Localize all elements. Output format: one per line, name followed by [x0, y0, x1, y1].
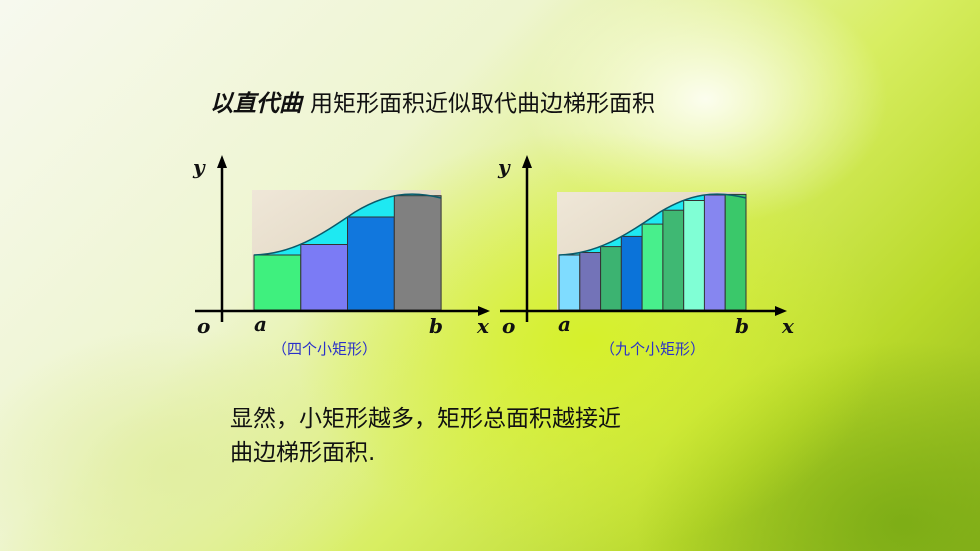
y-axis-arrow	[522, 155, 532, 168]
curve	[558, 193, 747, 256]
approximating-rectangle	[620, 235, 643, 311]
approximating-rectangle	[300, 244, 349, 311]
approximating-rectangle	[662, 209, 685, 311]
approximating-rectangle	[253, 254, 302, 311]
approximating-rectangle	[579, 252, 602, 311]
y-axis-label: y	[193, 155, 205, 179]
approximating-rectangle	[641, 223, 664, 311]
a-label: a	[558, 312, 571, 336]
approximating-rectangle	[600, 246, 622, 311]
y-axis-label: y	[498, 155, 510, 179]
approximating-rectangle	[683, 200, 705, 311]
approximating-rectangle	[703, 194, 726, 311]
diagram-four-rectangles	[195, 155, 490, 322]
caption-four: （四个小矩形）	[272, 340, 378, 358]
slide-title: 以直代曲 用矩形面积近似取代曲边梯形面积	[210, 84, 655, 118]
x-axis-label: x	[782, 314, 794, 338]
approximating-rectangle	[393, 195, 442, 311]
b-label: b	[735, 314, 749, 338]
b-label: b	[429, 314, 443, 338]
approximating-rectangle	[347, 216, 395, 311]
approximating-rectangle	[558, 254, 581, 311]
conclusion-line-1: 显然，小矩形越多，矩形总面积越接近	[230, 406, 621, 432]
approximating-rectangle	[724, 193, 747, 311]
curve	[253, 193, 442, 256]
origin-label: o	[502, 314, 516, 338]
caption-nine: （九个小矩形）	[600, 340, 706, 358]
x-axis-label: x	[477, 314, 489, 338]
conclusion-line-2: 曲边梯形面积.	[230, 440, 376, 466]
a-label: a	[254, 312, 267, 336]
origin-label: o	[197, 314, 211, 338]
title-lead: 以直代曲	[210, 90, 302, 117]
diagram-nine-rectangles	[500, 155, 787, 322]
x-axis-arrow	[775, 306, 787, 316]
y-axis-arrow	[217, 155, 227, 168]
x-axis-arrow	[478, 306, 490, 316]
conclusion-text: 显然，小矩形越多，矩形总面积越接近 曲边梯形面积.	[230, 402, 621, 470]
title-text: 用矩形面积近似取代曲边梯形面积	[310, 91, 655, 117]
